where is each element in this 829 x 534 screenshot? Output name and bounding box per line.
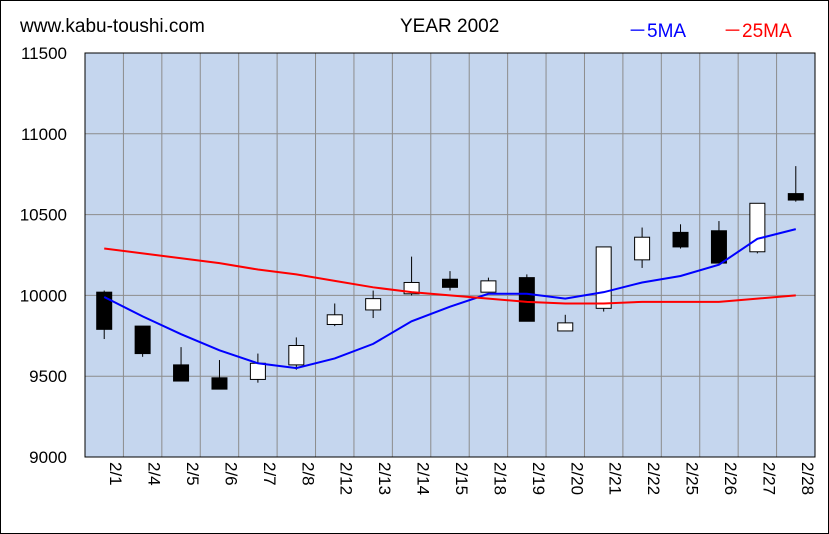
x-tick-label: 2/4	[145, 462, 164, 486]
y-axis-ticks: 9000 9500 10000 10500 11000 11500	[20, 44, 67, 467]
y-tick-label: 10000	[20, 286, 67, 305]
candle-body	[787, 193, 804, 201]
candle-body	[480, 280, 497, 293]
legend-5ma: －5MA	[628, 21, 687, 42]
candle-body	[173, 364, 190, 382]
x-tick-label: 2/19	[529, 462, 548, 495]
x-tick-label: 2/5	[183, 462, 202, 486]
candle-body	[403, 281, 420, 295]
x-tick-label: 2/25	[683, 462, 702, 495]
y-tick-label: 10500	[20, 206, 67, 225]
candle-body	[749, 202, 766, 253]
x-tick-label: 2/27	[759, 462, 778, 495]
candle-body	[518, 277, 535, 322]
candle-body	[326, 314, 343, 325]
candle-body	[634, 236, 651, 261]
x-tick-label: 2/28	[798, 462, 817, 495]
x-tick-label: 2/14	[414, 462, 433, 495]
x-tick-label: 2/13	[375, 462, 394, 495]
x-tick-label: 2/1	[106, 462, 125, 486]
x-axis-ticks: 2/1 2/4 2/5 2/6 2/7 2/8 2/12 2/13 2/14 2/15 2/18 2/…	[106, 462, 817, 495]
candle-body	[211, 377, 228, 390]
x-tick-label: 2/8	[298, 462, 317, 486]
candle-body	[442, 278, 458, 288]
candle-body	[672, 231, 689, 248]
x-tick-label: 2/15	[452, 462, 471, 495]
candles	[96, 166, 804, 390]
candle-body	[288, 344, 305, 366]
y-tick-label: 11000	[21, 125, 67, 144]
site-title: www.kabu-toushi.com	[20, 16, 205, 37]
candle-body	[710, 230, 727, 264]
y-tick-label: 9500	[29, 367, 67, 386]
ma5-line	[103, 228, 797, 370]
x-tick-label: 2/7	[260, 462, 279, 486]
x-tick-label: 2/26	[721, 462, 740, 495]
x-tick-label: 2/20	[567, 462, 586, 495]
plot-area	[85, 53, 815, 457]
legend-25ma: －25MA	[723, 21, 792, 42]
chart-title: YEAR 2002	[400, 16, 500, 37]
plot-border	[84, 52, 816, 458]
candle-body	[365, 298, 382, 311]
candle-body	[557, 322, 574, 332]
candle-body	[595, 246, 612, 309]
y-tick-label: 11500	[21, 44, 67, 63]
candle-body	[134, 325, 151, 355]
ma25-line	[104, 247, 796, 305]
candle-body	[96, 291, 113, 330]
x-tick-label: 2/21	[606, 462, 625, 495]
x-tick-label: 2/22	[644, 462, 663, 495]
x-tick-label: 2/18	[490, 462, 509, 495]
y-tick-label: 9000	[29, 448, 67, 467]
x-tick-label: 2/12	[337, 462, 356, 495]
candle-body	[249, 362, 266, 380]
x-tick-label: 2/6	[221, 462, 240, 486]
ma-lines	[103, 228, 797, 370]
